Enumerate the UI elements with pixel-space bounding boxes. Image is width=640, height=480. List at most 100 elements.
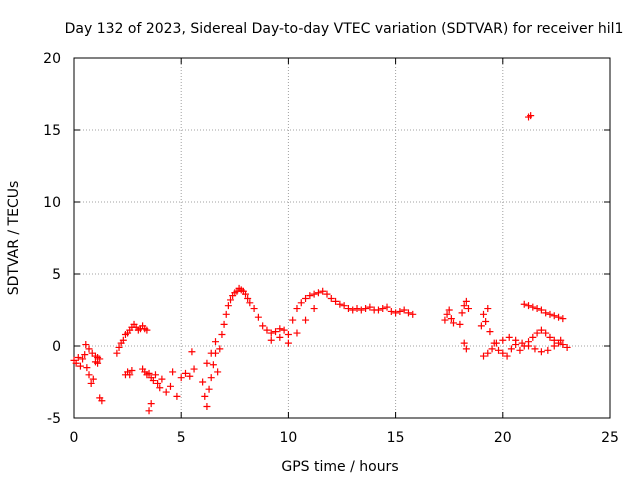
x-tick-label: 0 bbox=[70, 430, 79, 446]
data-point bbox=[302, 316, 310, 324]
data-point bbox=[392, 309, 400, 317]
data-point bbox=[203, 359, 211, 367]
data-point bbox=[284, 339, 292, 347]
data-point bbox=[242, 290, 250, 298]
data-point bbox=[555, 313, 563, 321]
data-point bbox=[149, 377, 157, 385]
data-point bbox=[460, 302, 468, 310]
data-point bbox=[482, 318, 490, 326]
data-point bbox=[462, 345, 470, 353]
data-point bbox=[280, 326, 288, 334]
data-point bbox=[145, 369, 153, 377]
data-point bbox=[207, 374, 215, 382]
data-point bbox=[203, 402, 211, 410]
data-point bbox=[447, 315, 455, 323]
data-point bbox=[353, 305, 361, 313]
data-point bbox=[357, 306, 365, 314]
data-point bbox=[188, 348, 196, 356]
series-pre-dawn bbox=[139, 348, 198, 415]
data-point bbox=[520, 300, 528, 308]
y-tick-labels: -5 0 5 10 15 20 bbox=[43, 51, 61, 427]
data-point bbox=[276, 325, 284, 333]
data-point bbox=[181, 369, 189, 377]
data-point bbox=[327, 294, 335, 302]
data-point bbox=[480, 352, 488, 360]
data-point bbox=[126, 371, 134, 379]
data-point bbox=[529, 303, 537, 311]
data-point bbox=[400, 306, 408, 314]
data-point bbox=[492, 339, 500, 347]
data-point bbox=[222, 310, 230, 318]
data-point bbox=[310, 290, 318, 298]
data-point bbox=[205, 385, 213, 393]
series-outlier bbox=[525, 112, 535, 121]
chart-title: Day 132 of 2023, Sidereal Day-to-day VTE… bbox=[65, 21, 624, 37]
data-point bbox=[464, 305, 472, 313]
data-point bbox=[484, 305, 492, 313]
data-point bbox=[272, 328, 280, 336]
x-tick-label: 15 bbox=[387, 430, 405, 446]
data-point bbox=[550, 342, 558, 350]
data-point bbox=[362, 305, 370, 313]
data-point bbox=[525, 342, 533, 350]
ticks bbox=[73, 57, 611, 419]
data-point bbox=[366, 303, 374, 311]
data-point bbox=[94, 359, 102, 367]
data-point bbox=[169, 368, 177, 376]
data-point bbox=[310, 305, 318, 313]
x-tick-label: 10 bbox=[279, 430, 297, 446]
data-point bbox=[81, 351, 89, 359]
data-point bbox=[488, 345, 496, 353]
data-point bbox=[456, 320, 464, 328]
data-point bbox=[227, 296, 235, 304]
data-point bbox=[276, 333, 284, 341]
data-point bbox=[82, 341, 90, 349]
data-point bbox=[533, 329, 541, 337]
data-point bbox=[336, 300, 344, 308]
data-point bbox=[537, 306, 545, 314]
data-point bbox=[563, 343, 571, 351]
data-point bbox=[263, 326, 271, 334]
y-tick-label: 0 bbox=[52, 339, 61, 355]
data-point bbox=[344, 305, 352, 313]
x-tick-label: 20 bbox=[494, 430, 512, 446]
data-point bbox=[79, 355, 87, 363]
data-point bbox=[527, 112, 535, 120]
data-point bbox=[559, 341, 567, 349]
data-point bbox=[115, 343, 123, 351]
series-late-band bbox=[520, 300, 567, 323]
data-point bbox=[557, 336, 565, 344]
data-point bbox=[458, 309, 466, 317]
data-point bbox=[516, 346, 524, 354]
data-point bbox=[254, 313, 262, 321]
data-point bbox=[314, 289, 322, 297]
y-axis-title: SDTVAR / TECUs bbox=[6, 181, 22, 296]
data-point bbox=[518, 339, 526, 347]
data-point bbox=[267, 329, 275, 337]
data-point bbox=[387, 307, 395, 315]
data-point bbox=[302, 294, 310, 302]
data-point bbox=[119, 336, 127, 344]
data-point bbox=[259, 322, 267, 330]
y-tick-label: 10 bbox=[43, 195, 61, 211]
data-point bbox=[499, 349, 507, 357]
data-point bbox=[156, 384, 164, 392]
data-point bbox=[533, 305, 541, 313]
data-point bbox=[186, 372, 194, 380]
data-points bbox=[70, 112, 571, 415]
data-point bbox=[218, 330, 226, 338]
data-point bbox=[374, 306, 382, 314]
series-morning-rise bbox=[113, 320, 151, 379]
data-point bbox=[166, 382, 174, 390]
data-point bbox=[224, 302, 232, 310]
data-point bbox=[216, 345, 224, 353]
data-point bbox=[507, 345, 515, 353]
data-point bbox=[96, 355, 104, 363]
data-point bbox=[383, 303, 391, 311]
data-point bbox=[443, 310, 451, 318]
data-point bbox=[128, 366, 136, 374]
data-point bbox=[349, 306, 357, 314]
data-point bbox=[409, 310, 417, 318]
data-point bbox=[505, 333, 513, 341]
